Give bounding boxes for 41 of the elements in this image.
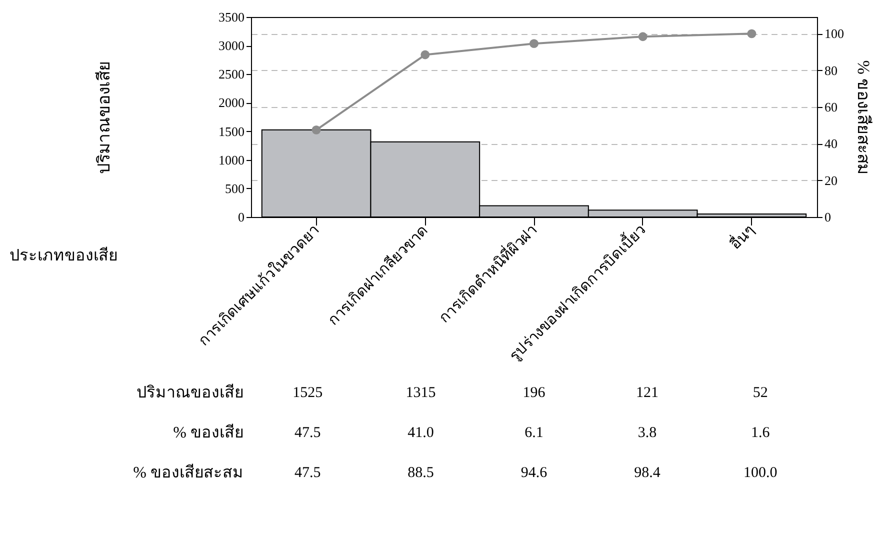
text: % ของเสีย — [173, 424, 244, 442]
text: 3.8 — [638, 425, 657, 441]
y2-tick-label: 40 — [824, 136, 838, 152]
data-label: 1525 — [292, 385, 323, 401]
data-label: 94.6 — [520, 465, 548, 481]
text: % ของเสียสะสม — [133, 464, 244, 482]
text: 41.0 — [408, 425, 434, 441]
data-label: 100.0 — [744, 465, 778, 481]
data-label: 88.5 — [408, 465, 434, 481]
text: 1.6 — [751, 425, 770, 441]
x-tick-label: อื่นๆ — [724, 220, 758, 253]
y2-tick-label: 0 — [824, 210, 831, 224]
point — [420, 50, 430, 60]
text: ปริมาณของเสีย — [136, 384, 244, 402]
data-label: 98.4 — [634, 465, 661, 481]
data-label: 196 — [522, 385, 546, 401]
y2-tick-label: 80 — [824, 62, 838, 78]
y-tick-label: 1500 — [218, 124, 244, 139]
y-tick-label: 1000 — [218, 152, 244, 168]
y-tick-label: 500 — [225, 180, 244, 196]
y2-tick-label: 20 — [824, 172, 838, 188]
text: 6.1 — [524, 425, 544, 441]
y2-tick-label: 60 — [824, 100, 838, 115]
text: 47.5 — [294, 425, 321, 441]
x-axis-title: ประเภทของเสีย — [10, 246, 118, 264]
y-tick-label: 2500 — [218, 66, 244, 82]
y-tick-label: 2000 — [218, 95, 244, 110]
y-tick-label: 3500 — [218, 10, 244, 24]
y-tick-label: 3000 — [218, 38, 244, 54]
point — [638, 32, 648, 42]
point — [530, 39, 538, 48]
y-tick-label: 0 — [238, 210, 244, 224]
y2-tick-label: 100 — [824, 26, 844, 42]
data-label: 52 — [752, 385, 768, 401]
point — [312, 125, 321, 134]
data-label: 1315 — [406, 385, 436, 401]
data-label: 121 — [636, 385, 658, 401]
y-axis-title: ปริมาณของเสีย — [94, 61, 114, 174]
point — [747, 29, 756, 38]
data-label: 47.5 — [294, 465, 321, 481]
y2-axis-title: % ของเสียสะสม — [854, 60, 873, 175]
